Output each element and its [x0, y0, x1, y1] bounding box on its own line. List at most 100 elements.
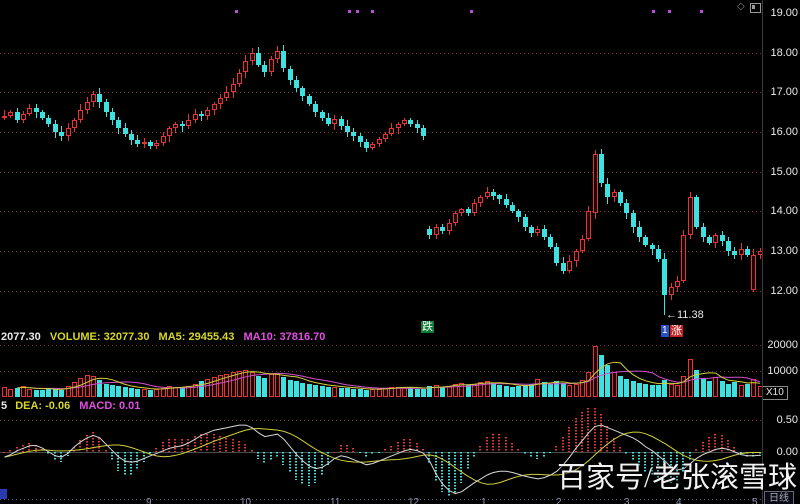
candle	[732, 251, 737, 255]
macd-histogram-bar	[28, 443, 30, 452]
macd-histogram-bar	[384, 449, 386, 452]
candle	[637, 227, 642, 238]
event-dot-marker	[356, 10, 359, 13]
volume-bar	[440, 386, 445, 397]
volume-bar	[173, 386, 178, 397]
window-layout-icon[interactable]	[750, 3, 761, 13]
macd-histogram-bar	[187, 438, 189, 452]
diamond-marker-icon[interactable]: ◇	[737, 1, 745, 12]
macd-histogram-bar	[270, 452, 272, 462]
volume-value-fragment: 2077.30	[1, 331, 41, 343]
volume-bar	[186, 385, 191, 397]
candle	[593, 153, 598, 214]
volume-bar	[243, 370, 248, 397]
volume-bar	[199, 381, 204, 397]
volume-bar	[104, 383, 109, 397]
macd-histogram-bar	[549, 452, 551, 453]
candlestick-panel	[0, 10, 763, 316]
macd-histogram-bar	[73, 446, 75, 452]
volume-bar	[415, 388, 420, 397]
volume-bar	[53, 388, 58, 397]
volume-bar	[529, 384, 534, 397]
candle	[713, 235, 718, 243]
volume-bar	[427, 386, 432, 397]
candle	[199, 114, 204, 117]
candle	[212, 104, 217, 111]
volume-bar	[320, 386, 325, 397]
candle	[485, 191, 490, 198]
macd-histogram-bar	[162, 442, 164, 452]
time-axis-label: 4	[676, 497, 682, 504]
macd-histogram-bar	[308, 452, 310, 486]
rise-event-badge: 涨	[670, 325, 683, 337]
time-axis-label: 5	[752, 497, 758, 504]
candle	[21, 114, 26, 120]
volume-bar	[281, 376, 286, 397]
candle	[339, 119, 344, 126]
volume-bar	[231, 372, 236, 397]
volume-bar	[250, 372, 255, 397]
candle	[612, 191, 617, 198]
volume-bar	[218, 375, 223, 397]
volume-bar	[332, 386, 337, 397]
candle	[294, 80, 299, 89]
macd-histogram-bar	[105, 450, 107, 452]
candle	[66, 128, 71, 136]
candle	[427, 229, 432, 235]
macd-histogram-bar	[702, 441, 704, 452]
macd-histogram-bar	[524, 452, 526, 455]
macd-histogram-bar	[562, 436, 564, 452]
volume-bar	[2, 387, 7, 397]
volume-bar	[643, 384, 648, 397]
candle	[586, 211, 591, 240]
macd-histogram-bar	[47, 452, 49, 455]
volume-bar	[466, 385, 471, 397]
candle	[313, 104, 318, 113]
volume-bar	[110, 385, 115, 397]
volume-bar	[548, 383, 553, 397]
macd-histogram-bar	[695, 449, 697, 452]
volume-bar	[224, 373, 229, 397]
volume-bar	[447, 385, 452, 397]
candle	[447, 223, 452, 232]
volume-bar	[148, 389, 153, 397]
volume-bar	[358, 389, 363, 397]
tab-daily-period[interactable]: 日线	[764, 491, 794, 504]
volume-bar	[434, 384, 439, 397]
volume-bar	[345, 388, 350, 397]
volume-bar	[637, 383, 642, 397]
macd-histogram-bar	[219, 436, 221, 452]
candle	[624, 203, 629, 214]
macd-histogram-bar	[9, 450, 11, 452]
rise-event-badge-prefix: 1	[661, 325, 669, 337]
candle	[574, 251, 579, 261]
macd-histogram-bar	[333, 452, 335, 453]
volume-bar	[364, 389, 369, 397]
volume-gridline	[0, 371, 762, 372]
macd-histogram-bar	[416, 442, 418, 452]
macd-histogram-bar	[467, 452, 469, 470]
candle	[46, 118, 51, 124]
candle	[389, 128, 394, 134]
volume-bar	[402, 387, 407, 397]
scroll-left-icon[interactable]	[0, 489, 7, 499]
candle	[396, 124, 401, 128]
macd-histogram-bar	[168, 438, 170, 452]
candle	[135, 139, 140, 144]
macd-histogram-bar	[67, 452, 69, 457]
volume-label: VOLUME: 32077.30	[49, 331, 150, 343]
macd-histogram-bar	[149, 452, 151, 455]
volume-ma5-line	[17, 361, 761, 390]
candle	[580, 239, 585, 251]
volume-ma10-label: MA10: 37816.70	[243, 331, 326, 343]
macd-histogram-bar	[422, 449, 424, 452]
volume-bar	[300, 383, 305, 397]
volume-bar	[78, 378, 83, 397]
candle	[643, 237, 648, 245]
candle	[739, 249, 744, 255]
candle	[478, 197, 483, 204]
candle	[656, 249, 661, 259]
volume-bar	[389, 387, 394, 397]
candle	[231, 84, 236, 93]
candle	[618, 191, 623, 204]
